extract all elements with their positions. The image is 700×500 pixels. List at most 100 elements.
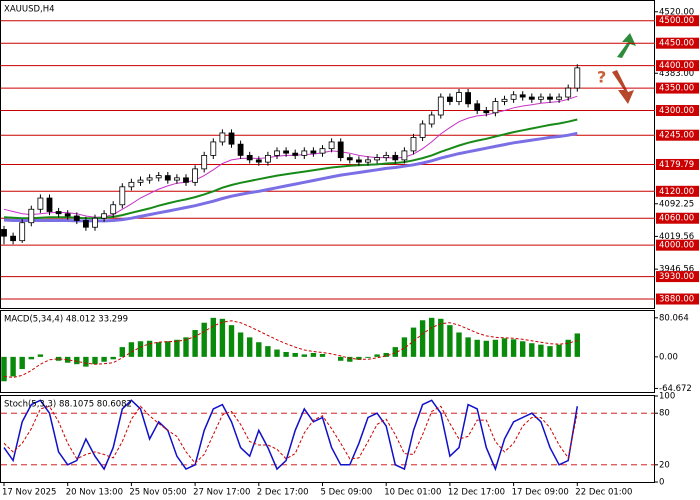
macd-bar — [529, 343, 535, 357]
macd-bar — [156, 342, 162, 357]
candle-body — [547, 96, 553, 100]
candle-body — [137, 179, 144, 183]
level-label: 4350.00 — [659, 84, 694, 94]
price-panel — [0, 0, 655, 309]
indicator-line — [3, 405, 578, 464]
level-label: 4120.00 — [659, 187, 694, 197]
candle-body — [164, 175, 171, 181]
panel-title: Stoch(5,3,3) 88.1075 80.6082 — [4, 400, 132, 410]
indicator-line — [3, 320, 578, 378]
macd-bar — [247, 337, 253, 357]
macd-bar — [456, 332, 462, 357]
macd-bar — [283, 351, 289, 357]
y-tick-label: 4383.00 — [659, 69, 694, 79]
level-label: 4245.00 — [659, 131, 694, 141]
candle-body — [192, 168, 199, 183]
candle-body — [183, 177, 189, 183]
macd-bar — [310, 352, 317, 357]
level-label-box — [656, 271, 699, 283]
candle-body — [110, 204, 117, 215]
candle-body — [201, 154, 208, 170]
macd-bar — [419, 320, 426, 357]
candle-body — [428, 114, 435, 125]
level-label: 3930.00 — [659, 272, 694, 282]
candle-body — [346, 157, 353, 161]
macd-bar — [510, 339, 517, 357]
indicator-line — [3, 118, 578, 220]
macd-bar — [183, 337, 189, 357]
macd-bar — [174, 339, 180, 357]
macd-bar — [237, 332, 244, 357]
candle-body — [92, 217, 98, 228]
macd-bar — [146, 340, 153, 357]
y-tick-label: 80.064 — [659, 313, 689, 323]
candle-body — [46, 197, 53, 212]
macd-bar — [356, 356, 362, 360]
macd-bar — [228, 325, 235, 357]
y-tick-label: 80 — [659, 409, 670, 419]
candle-body — [538, 96, 544, 100]
candle-body — [519, 94, 526, 98]
level-label: 4179.79 — [659, 160, 694, 170]
level-label-box — [656, 293, 699, 305]
macd-bar — [101, 356, 107, 362]
macd-bar — [438, 318, 444, 357]
macd-bar — [219, 318, 226, 357]
candle-body — [128, 181, 135, 188]
y-tick-label: 3946.56 — [659, 265, 694, 275]
candle-body — [401, 150, 408, 161]
candle-body — [246, 154, 253, 161]
level-label-box — [656, 37, 699, 49]
macd-bar — [547, 346, 553, 357]
candle-body — [255, 159, 262, 163]
candle-body — [374, 157, 381, 161]
candle-body — [565, 87, 572, 98]
candle-body — [219, 132, 226, 143]
candle-body — [310, 150, 317, 154]
candle-body — [228, 132, 235, 145]
candle-body — [419, 123, 426, 138]
candle-body — [119, 186, 126, 206]
indicator-line — [3, 95, 578, 218]
macd-bar — [119, 347, 125, 357]
candle-body — [64, 213, 71, 217]
macd-bar — [128, 342, 135, 357]
macd-bar — [520, 341, 526, 357]
y-tick-label: 0 — [659, 478, 664, 488]
macd-bar — [165, 341, 171, 357]
macd-bar — [347, 356, 353, 362]
candle-body — [355, 159, 362, 163]
down-arrow-icon — [612, 70, 634, 104]
macd-bar — [201, 322, 207, 357]
candle-body — [365, 159, 371, 163]
candle-body — [319, 148, 326, 154]
macd-bar — [137, 341, 144, 357]
macd-bar — [447, 325, 453, 357]
level-label-box — [656, 129, 699, 141]
macd-bar — [274, 349, 280, 357]
candle-body — [173, 177, 180, 181]
candle-body — [456, 92, 462, 102]
candle-body — [210, 141, 217, 156]
macd-bar — [55, 356, 62, 361]
indicator-line — [3, 131, 578, 223]
macd-bar — [28, 356, 34, 360]
macd-bar — [365, 356, 371, 358]
candle-body — [283, 150, 290, 154]
macd-bar — [92, 356, 98, 365]
macd-bar — [338, 356, 344, 361]
macd-bar — [538, 344, 544, 357]
candle-body — [446, 96, 453, 102]
candle-body — [55, 211, 62, 215]
x-tick-label: 27 Nov 17:00 — [193, 488, 250, 498]
macd-bar — [392, 347, 398, 357]
macd-bar — [465, 337, 471, 357]
annotation: ? — [597, 68, 606, 87]
macd-bar — [83, 356, 89, 367]
level-label: 4060.00 — [659, 214, 694, 224]
candle-body — [574, 67, 581, 89]
level-label: 3880.00 — [659, 295, 694, 305]
indicator-line — [3, 399, 579, 472]
macd-bar — [565, 339, 571, 357]
